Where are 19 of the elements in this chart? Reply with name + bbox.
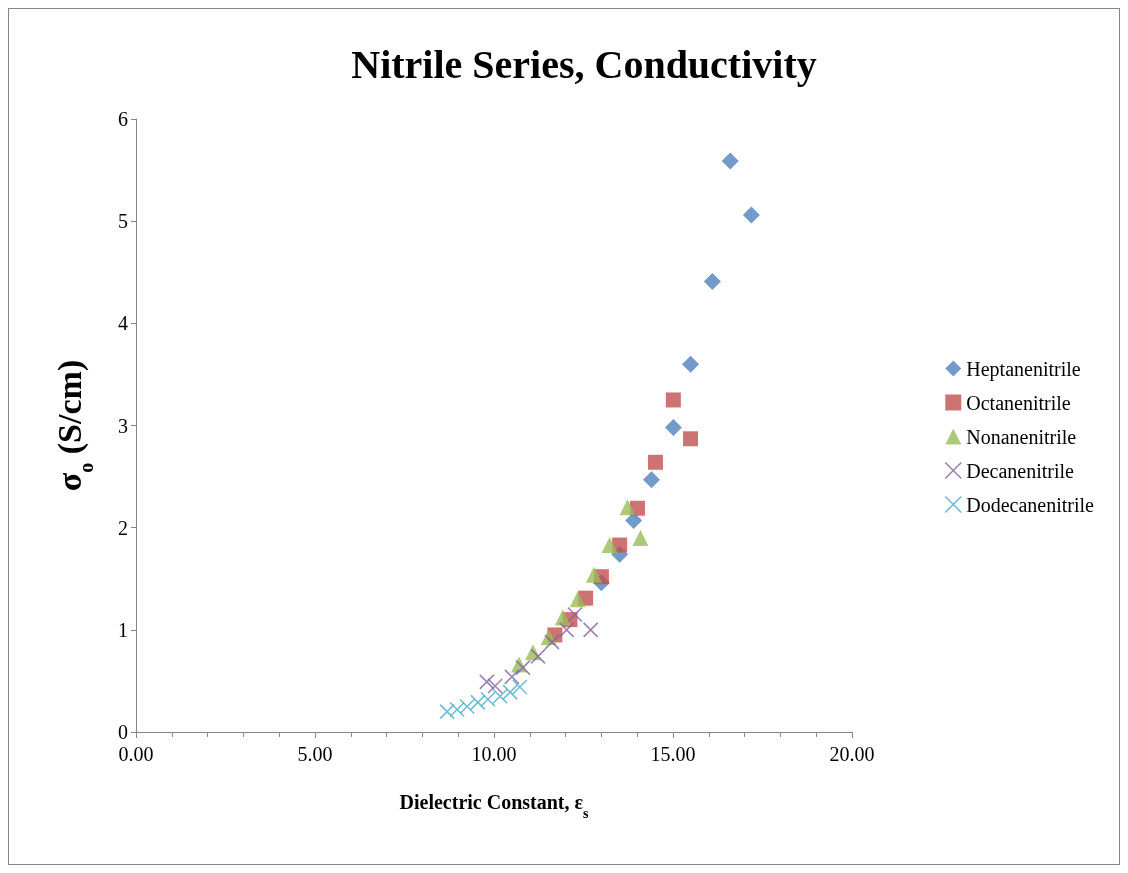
x-tick-label: 0.00 xyxy=(118,743,154,765)
chart-title: Nitrile Series, Conductivity xyxy=(351,41,817,87)
y-tick-label: 5 xyxy=(118,210,128,233)
y-tick-label: 3 xyxy=(118,414,128,437)
y-tick-label: 0 xyxy=(118,721,128,743)
x-tick-label: 20.00 xyxy=(829,743,875,765)
y-tick-label: 6 xyxy=(118,108,128,130)
legend-label: Octanenitrile xyxy=(966,391,1071,414)
y-axis-title: σo (S/cm) xyxy=(50,359,97,492)
y-tick-label: 2 xyxy=(118,516,128,539)
x-tick-label: 10.00 xyxy=(471,743,517,765)
x-tick-label: 15.00 xyxy=(650,743,696,765)
legend-label: Dodecanenitrile xyxy=(966,493,1095,516)
y-tick-label: 4 xyxy=(118,312,128,335)
legend-label: Heptanenitrile xyxy=(966,357,1081,381)
x-tick-label: 5.00 xyxy=(297,743,333,765)
y-tick-label: 1 xyxy=(118,618,128,641)
legend-label: Nonanenitrile xyxy=(966,425,1077,448)
legend-label: Decanenitrile xyxy=(966,459,1075,482)
